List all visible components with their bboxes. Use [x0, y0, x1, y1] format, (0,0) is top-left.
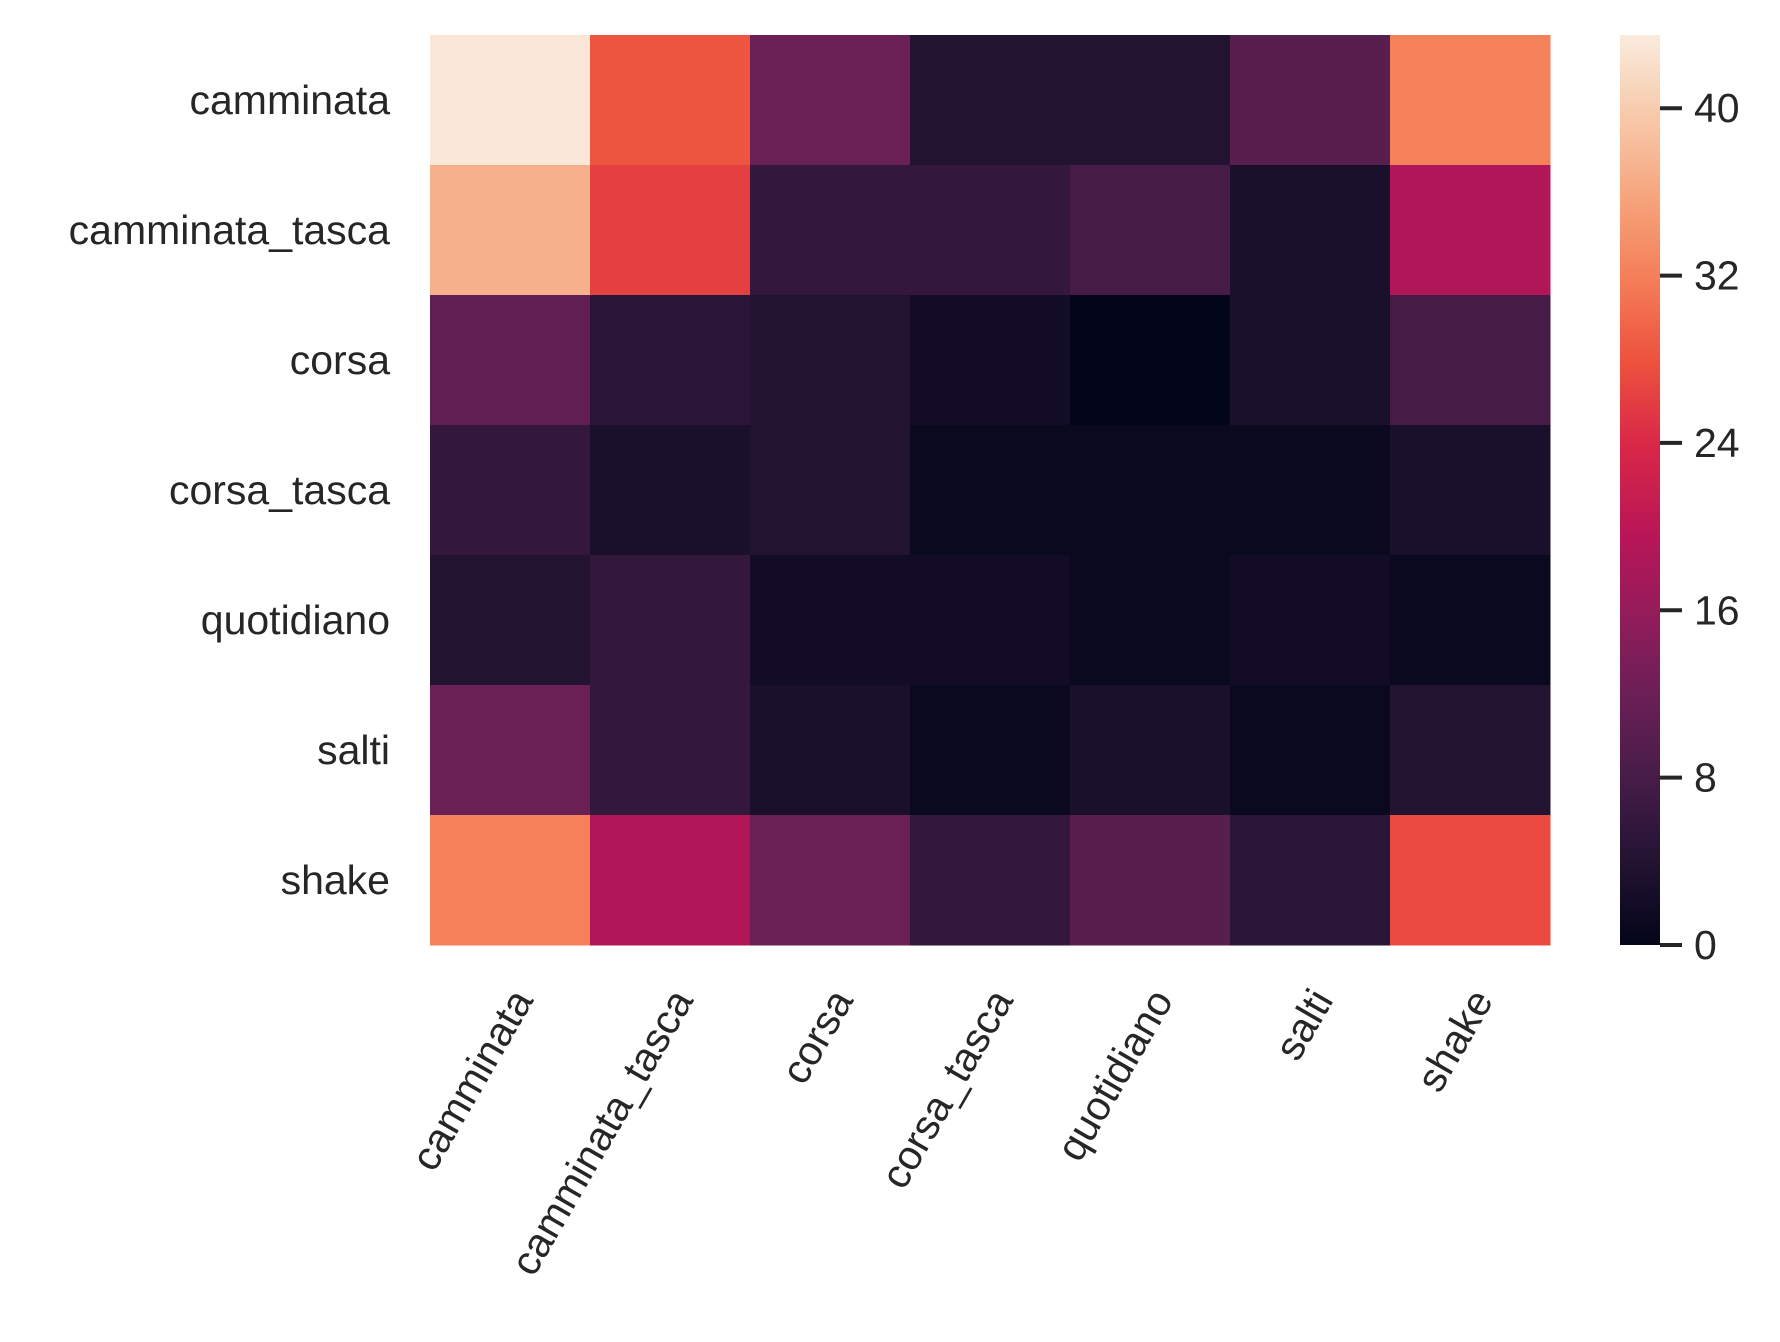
heatmap-cell: [750, 815, 911, 946]
heatmap-cell: [1070, 165, 1231, 296]
heatmap-cell: [430, 425, 591, 556]
heatmap-cell: [750, 165, 911, 296]
heatmap-cell: [1390, 35, 1551, 166]
colorbar-tick-label: 40: [1694, 85, 1740, 131]
heatmap-cell: [910, 35, 1071, 166]
heatmap-cell: [430, 35, 591, 166]
heatmap-cell: [910, 295, 1071, 426]
heatmap-cell: [1230, 555, 1391, 686]
colorbar-tick-label: 32: [1694, 253, 1740, 299]
heatmap-cell: [1230, 685, 1391, 816]
heatmap-cell: [1070, 35, 1231, 166]
heatmap-cell: [910, 555, 1071, 686]
heatmap-cell: [430, 815, 591, 946]
colorbar: 0 8 16 24 32 40: [1620, 35, 1740, 968]
heatmap-cell: [590, 165, 751, 296]
heatmap-cell: [1390, 685, 1551, 816]
colorbar-tick-label: 8: [1694, 755, 1717, 801]
heatmap-cell: [750, 425, 911, 556]
heatmap-cell: [910, 425, 1071, 556]
heatmap-cell: [1070, 425, 1231, 556]
heatmap-cell: [750, 35, 911, 166]
heatmap-cell: [1070, 815, 1231, 946]
y-tick-label: shake: [281, 857, 390, 903]
colorbar-tick-label: 16: [1694, 587, 1740, 633]
heatmap-cell: [910, 685, 1071, 816]
x-tick-label: camminata: [402, 981, 542, 1178]
y-tick-label: corsa_tasca: [169, 467, 390, 513]
heatmap-cell: [590, 295, 751, 426]
heatmap-cell: [590, 815, 751, 946]
y-tick-label: camminata: [189, 77, 390, 123]
heatmap-cell: [1230, 165, 1391, 296]
x-tick-label: corsa: [772, 981, 862, 1091]
heatmap-cell: [590, 555, 751, 686]
heatmap-cell: [750, 685, 911, 816]
heatmap-cells: [430, 35, 1551, 946]
x-tick-label: corsa_tasca: [872, 981, 1022, 1196]
x-tick-label: salti: [1266, 982, 1342, 1068]
heatmap-cell: [1070, 555, 1231, 686]
heatmap-cell: [590, 425, 751, 556]
heatmap-cell: [1230, 35, 1391, 166]
heatmap-cell: [1230, 815, 1391, 946]
heatmap-cell: [1390, 165, 1551, 296]
y-tick-label: corsa: [290, 337, 390, 383]
heatmap-cell: [910, 815, 1071, 946]
heatmap-cell: [430, 555, 591, 686]
y-tick-label: quotidiano: [201, 597, 390, 643]
y-tick-label: camminata_tasca: [69, 207, 391, 253]
heatmap-cell: [590, 35, 751, 166]
heatmap-cell: [590, 685, 751, 816]
heatmap-cell: [750, 555, 911, 686]
heatmap-cell: [750, 295, 911, 426]
y-tick-label: salti: [317, 727, 390, 773]
colorbar-tick-label: 0: [1694, 922, 1717, 968]
colorbar-tick-label: 24: [1694, 420, 1740, 466]
heatmap-cell: [1070, 295, 1231, 426]
colorbar-gradient: [1620, 35, 1660, 945]
heatmap-cell: [1230, 425, 1391, 556]
heatmap-cell: [1230, 295, 1391, 426]
heatmap-cell: [1390, 815, 1551, 946]
heatmap-cell: [430, 685, 591, 816]
heatmap-cell: [1390, 555, 1551, 686]
heatmap-cell: [1390, 425, 1551, 556]
x-tick-label: camminata_tasca: [501, 981, 702, 1282]
heatmap-cell: [1070, 685, 1231, 816]
heatmap-cell: [1390, 295, 1551, 426]
x-tick-label: shake: [1407, 982, 1502, 1100]
heatmap-cell: [430, 165, 591, 296]
x-tick-label: quotidiano: [1047, 982, 1181, 1169]
heatmap-cell: [430, 295, 591, 426]
heatmap-cell: [910, 165, 1071, 296]
